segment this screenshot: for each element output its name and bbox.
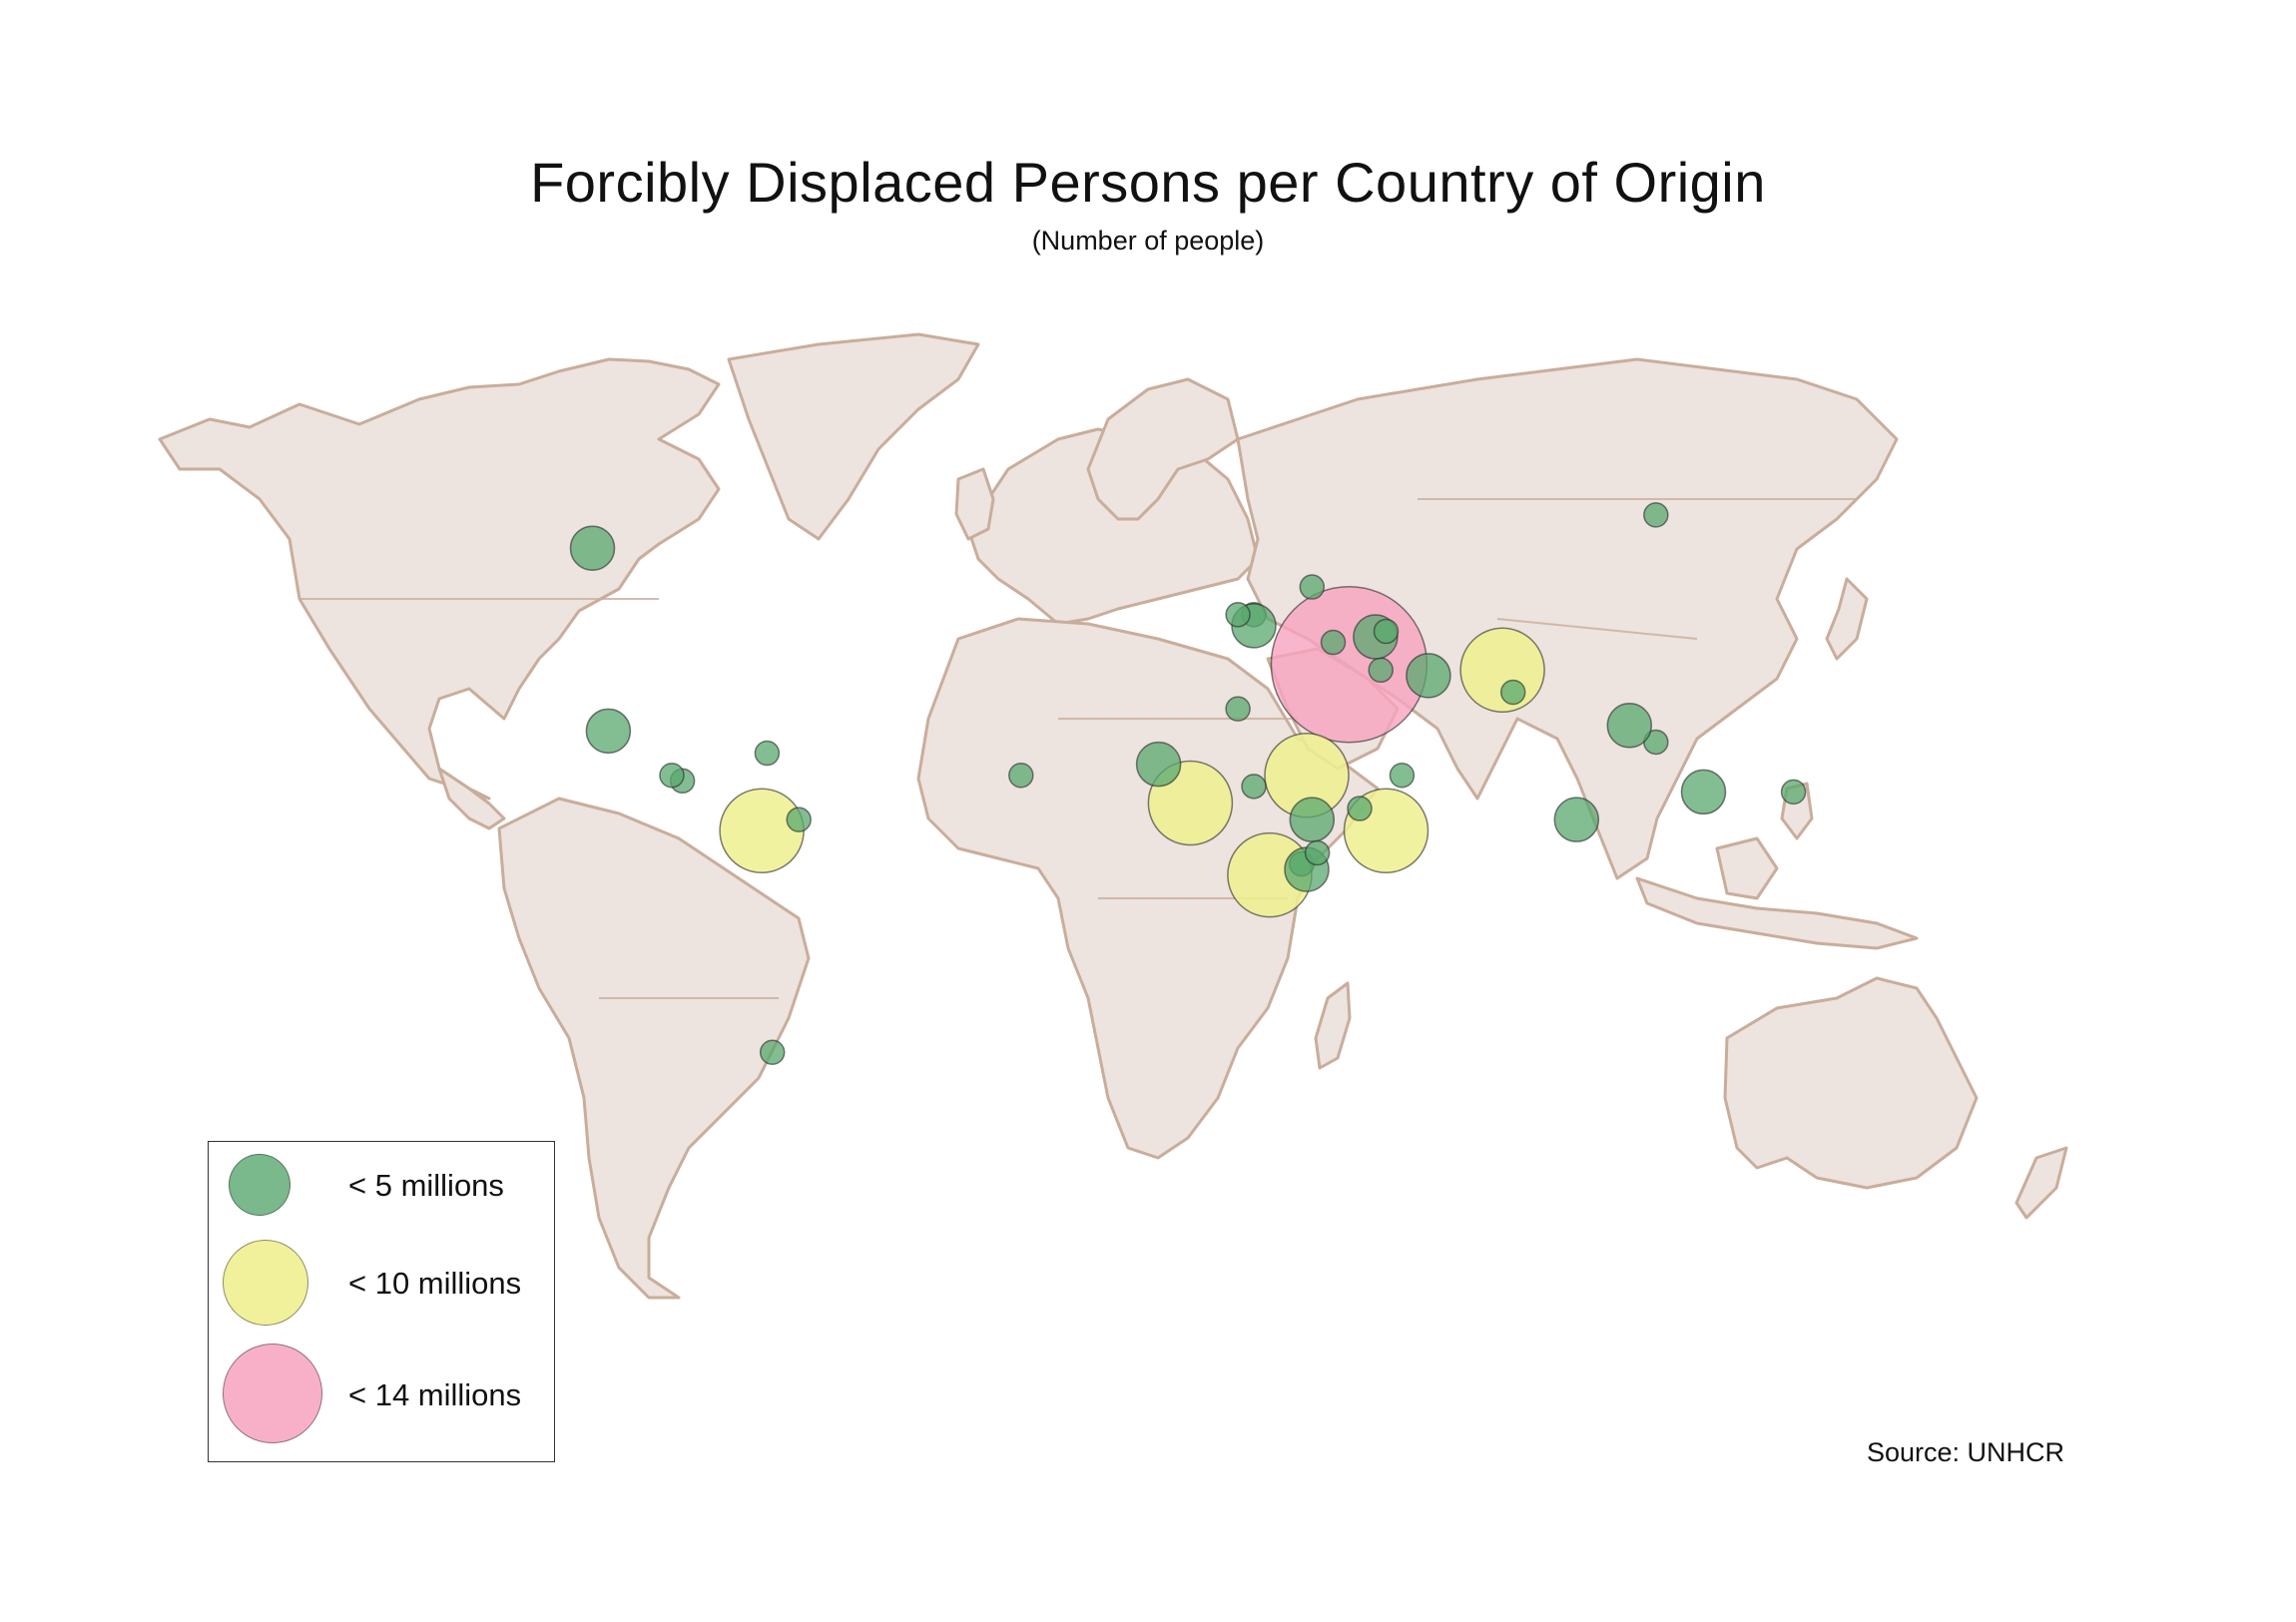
bubble-small xyxy=(1008,763,1034,789)
map-title: Forcibly Displaced Persons per Country o… xyxy=(530,151,1766,214)
legend-row-small: < 5 millions xyxy=(209,1154,554,1224)
legend-swatch-small xyxy=(229,1154,290,1216)
source-note: Source: UNHCR xyxy=(1867,1437,2065,1467)
scandinavia-land xyxy=(1086,377,1240,521)
map-subtitle: (Number of people) xyxy=(1031,226,1265,256)
bubble-small xyxy=(1304,839,1331,866)
bubble-small xyxy=(1289,797,1336,842)
central-america-land xyxy=(437,767,506,830)
bubble-medium xyxy=(1459,627,1545,714)
legend-swatch-medium xyxy=(223,1240,308,1326)
bubble-small xyxy=(1225,696,1251,722)
bubble-small xyxy=(1135,741,1182,788)
legend-label-large: < 14 millions xyxy=(348,1377,522,1412)
japan-land xyxy=(1825,577,1869,661)
bubble-small xyxy=(1389,763,1416,789)
indonesia-land xyxy=(1635,876,1919,950)
africa-land xyxy=(916,617,1380,1160)
borneo-land xyxy=(1715,836,1779,900)
greenland-land xyxy=(727,332,980,541)
bubble-small xyxy=(1347,796,1373,821)
bubble-small xyxy=(786,807,812,832)
legend-row-large: < 14 millions xyxy=(209,1344,554,1453)
new-zealand-land xyxy=(2014,1146,2068,1220)
bubble-small xyxy=(1606,703,1653,749)
bubble-small xyxy=(1225,602,1251,628)
bubble-small xyxy=(1780,779,1807,806)
legend-row-medium: < 10 millions xyxy=(209,1240,554,1330)
legend-label-medium: < 10 millions xyxy=(348,1266,522,1301)
bubble-small xyxy=(1643,502,1669,528)
bubble-small xyxy=(1553,797,1600,842)
bubble-small xyxy=(1320,629,1347,656)
bubble-small xyxy=(754,740,781,767)
land-masses xyxy=(158,332,2068,1300)
bubble-small xyxy=(1299,574,1326,600)
north-america-land xyxy=(158,357,721,801)
bubble-small xyxy=(1406,653,1451,699)
bubble-small xyxy=(659,763,685,789)
legend-label-small: < 5 millions xyxy=(348,1168,504,1203)
south-america-land xyxy=(497,797,811,1300)
bubble-small xyxy=(759,1039,786,1065)
british-isles-land xyxy=(954,467,995,541)
bubble-small xyxy=(585,708,632,755)
legend: < 5 millions < 10 millions < 14 millions xyxy=(208,1141,555,1462)
bubble-small xyxy=(1499,679,1526,706)
bubble-small xyxy=(1241,774,1267,800)
bubble-layer xyxy=(569,502,1807,1065)
bubble-small xyxy=(569,525,616,571)
bubble-medium xyxy=(719,788,805,873)
australia-land xyxy=(1723,976,1979,1190)
bubble-large xyxy=(1270,586,1429,744)
madagascar-land xyxy=(1314,981,1352,1070)
country-borders xyxy=(299,498,1857,999)
legend-swatch-large xyxy=(223,1344,322,1443)
bubble-small xyxy=(1368,657,1394,684)
bubble-small xyxy=(1680,769,1727,815)
bubble-small xyxy=(1373,618,1400,645)
